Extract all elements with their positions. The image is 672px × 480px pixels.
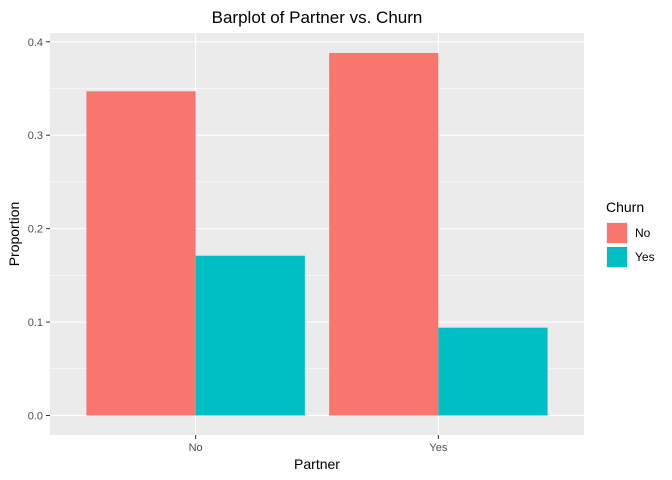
x-axis-ticks: No Yes: [189, 435, 448, 454]
y-tick-label: 0.1: [28, 317, 43, 329]
x-axis-title: Partner: [294, 456, 340, 472]
legend-label-yes: Yes: [635, 250, 655, 264]
y-tick-label: 0.2: [28, 224, 43, 236]
legend-title: Churn: [606, 199, 644, 215]
bar-yes-churn-yes: [438, 327, 548, 416]
y-tick-label: 0.3: [28, 130, 43, 142]
legend: Churn No Yes: [606, 199, 655, 268]
legend-items: No Yes: [606, 222, 655, 268]
y-axis-ticks: 0.0 0.1 0.2 0.3 0.4: [28, 37, 50, 422]
bar-no-churn-yes: [195, 255, 305, 416]
bars: [86, 52, 548, 416]
y-tick-label: 0.0: [28, 410, 43, 422]
bar-no-churn-no: [86, 91, 196, 416]
x-tick-label: No: [189, 442, 203, 454]
legend-swatch-no: [607, 223, 627, 243]
chart-title: Barplot of Partner vs. Churn: [212, 8, 423, 27]
y-axis-title: Proportion: [6, 202, 22, 267]
legend-swatch-yes: [607, 247, 627, 267]
x-tick-label: Yes: [429, 442, 447, 454]
legend-label-no: No: [635, 226, 651, 240]
bar-yes-churn-no: [329, 52, 439, 416]
y-tick-label: 0.4: [28, 37, 43, 49]
